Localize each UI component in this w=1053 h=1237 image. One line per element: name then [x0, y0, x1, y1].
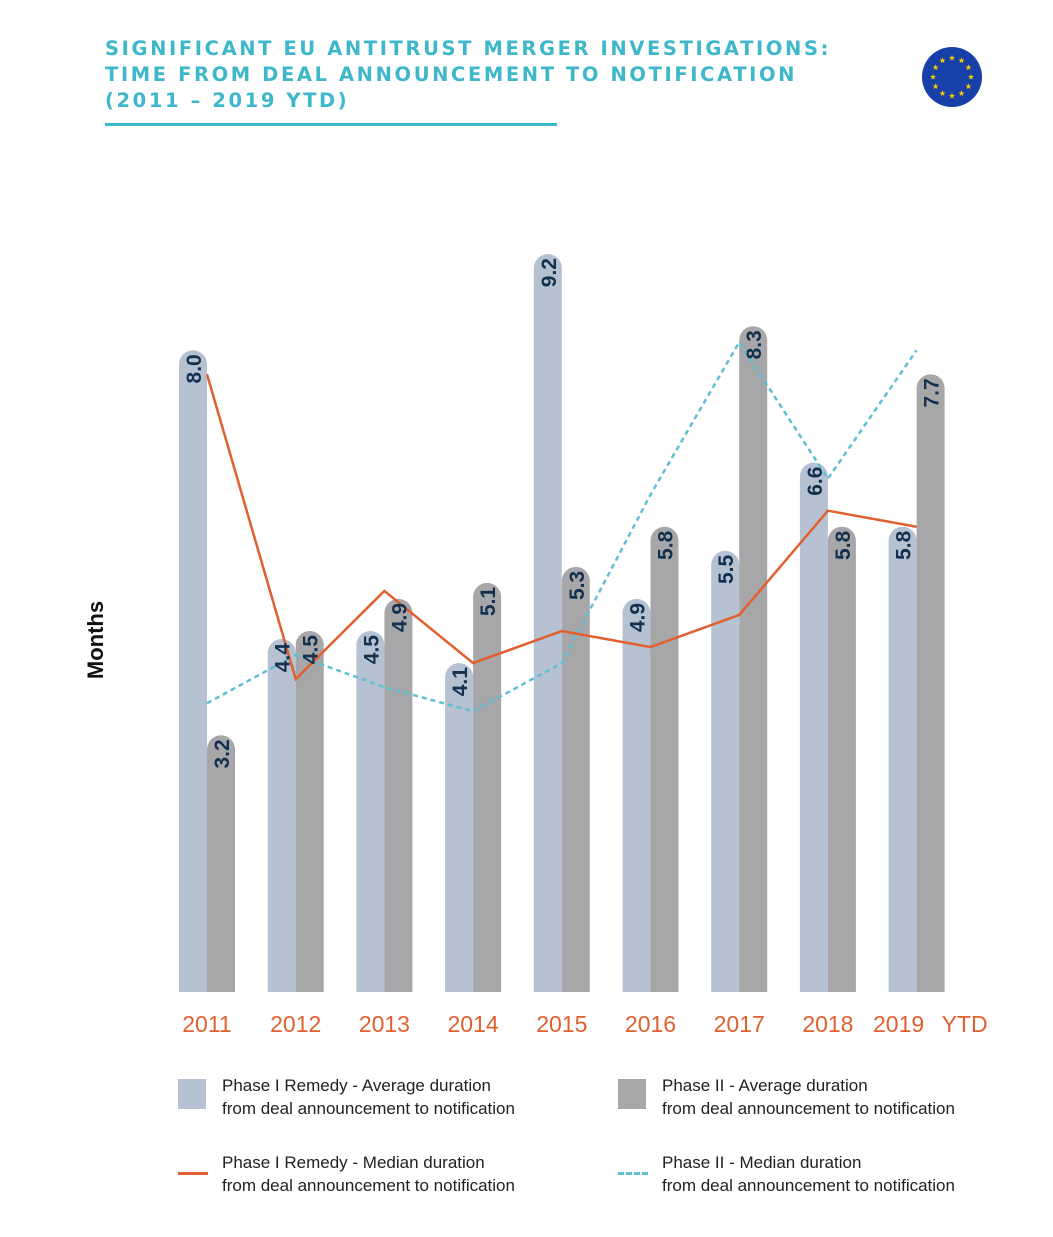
value-label-phase1-2013: 4.5	[360, 635, 383, 665]
flag-star	[958, 57, 965, 64]
bar-phase1-2012	[267, 639, 296, 992]
bar-phase2-2018	[827, 526, 856, 992]
x-tick-label-2013: 2013	[359, 1011, 410, 1037]
chart-title: SIGNIFICANT EU ANTITRUST MERGER INVESTIG…	[105, 36, 832, 114]
bar-phase2-2014	[473, 582, 502, 992]
line-phase1-median	[205, 373, 917, 682]
x-tick-label-2016: 2016	[625, 1011, 676, 1037]
x-tick-label-2018: 2018	[802, 1011, 853, 1037]
flag-star	[939, 90, 946, 97]
flag-star	[958, 90, 965, 97]
flag-star	[965, 83, 972, 90]
chart-title-line-3: (2011 – 2019 YTD)	[105, 89, 350, 112]
value-label-phase2-2017: 8.3	[743, 330, 766, 359]
title-underline	[105, 123, 557, 126]
bar-phase1-2013	[356, 631, 385, 992]
chart-title-line-2: TIME FROM DEAL ANNOUNCEMENT TO NOTIFICAT…	[105, 63, 798, 86]
value-label-phase2-2015: 5.3	[566, 571, 589, 600]
eu-flag-icon	[922, 47, 982, 107]
phase1-average-bars	[179, 254, 917, 993]
bar-phase2-2016	[650, 526, 679, 992]
value-label-phase2-2013: 4.9	[388, 603, 411, 632]
value-label-phase1-2011: 8.0	[183, 354, 206, 383]
value-label-phase1-2019: 5.8	[893, 530, 916, 560]
legend-swatch-phase2-average	[618, 1079, 646, 1109]
value-label-phase2-2019: 7.7	[921, 378, 944, 407]
bar-phase2-2019	[916, 374, 945, 992]
bar-value-labels: 8.03.24.4 4.5 4.54.94.15.19.25.34.95.85.58…	[183, 258, 944, 769]
legend-label-phase1-median-line2: from deal announcement to notification	[222, 1176, 515, 1195]
bar-phase2-2012	[295, 631, 324, 992]
legend-label-phase2-median-line2: from deal announcement to notification	[662, 1176, 955, 1195]
legend-swatch-phase2-median	[618, 1172, 648, 1175]
value-label-phase2-2014: 5.1	[477, 587, 500, 617]
bar-phase1-2017	[711, 550, 740, 992]
legend-label-phase1-average-line2: from deal announcement to notification	[222, 1099, 515, 1118]
legend-label-phase2-average-line2: from deal announcement to notification	[662, 1099, 955, 1118]
legend-label-phase1-median-line1: Phase I Remedy - Median duration	[222, 1153, 485, 1172]
flag-star	[948, 54, 956, 61]
flag-star	[965, 64, 972, 71]
legend-label-phase2-median-line1: Phase II - Median duration	[662, 1153, 862, 1172]
bar-phase1-2016	[622, 598, 651, 992]
value-label-phase2-2016: 5.8	[655, 530, 678, 560]
bar-phase1-2011	[179, 350, 207, 993]
value-label-phase2-2011: 3.2	[211, 739, 234, 768]
chart-title-line-1: SIGNIFICANT EU ANTITRUST MERGER INVESTIG…	[105, 37, 832, 60]
legend-label-phase1-average-line1: Phase I Remedy - Average duration	[222, 1076, 492, 1095]
x-tick-label-2017: 2017	[714, 1011, 765, 1037]
flag-star	[948, 92, 956, 99]
y-axis-label: Months	[83, 601, 108, 679]
bar-phase1-2018	[799, 462, 828, 992]
x-axis-labels: 2011 2012 2013 2014 2015 2016 2017 2018 2019 YTD	[182, 1011, 987, 1037]
bar-phase1-2014	[445, 663, 474, 992]
value-label-phase1-2015: 9.2	[538, 258, 561, 287]
line-phase2-median	[206, 339, 918, 713]
flag-star	[939, 57, 946, 64]
legend-swatch-phase1-average	[178, 1079, 206, 1109]
flag-star	[932, 64, 939, 71]
flag-star	[967, 73, 975, 80]
x-tick-label-2014: 2014	[448, 1011, 499, 1037]
value-label-phase2-2012: 4.5	[300, 635, 323, 665]
legend-swatch-phase1-median	[178, 1172, 208, 1175]
x-tick-label-suffix: YTD	[942, 1011, 988, 1037]
x-tick-label-2012: 2012	[270, 1011, 321, 1037]
flag-star	[929, 73, 937, 80]
phase2-average-bars	[207, 326, 945, 992]
value-label-phase1-2012: 4.4	[272, 643, 295, 673]
value-label-phase1-2016: 4.9	[627, 603, 650, 632]
bar-phase2-2011	[207, 735, 235, 992]
value-label-phase1-2014: 4.1	[449, 667, 472, 697]
x-tick-label-2015: 2015	[536, 1011, 587, 1037]
x-tick-label-2011: 2011	[182, 1011, 231, 1037]
legend-label-phase2-average-line1: Phase II - Average duration	[662, 1076, 868, 1095]
bar-phase2-2015	[561, 566, 590, 992]
flag-star	[932, 83, 939, 90]
value-label-phase1-2018: 6.6	[804, 467, 827, 496]
bar-phase2-2017	[739, 326, 768, 992]
x-tick-label-2019: 2019	[873, 1011, 924, 1037]
bar-phase1-2015	[533, 254, 562, 993]
value-label-phase2-2018: 5.8	[832, 530, 855, 560]
median-lines	[205, 339, 918, 713]
value-label-phase1-2017: 5.5	[715, 554, 738, 584]
bar-phase2-2013	[384, 598, 413, 992]
bar-phase1-2019	[888, 526, 917, 992]
